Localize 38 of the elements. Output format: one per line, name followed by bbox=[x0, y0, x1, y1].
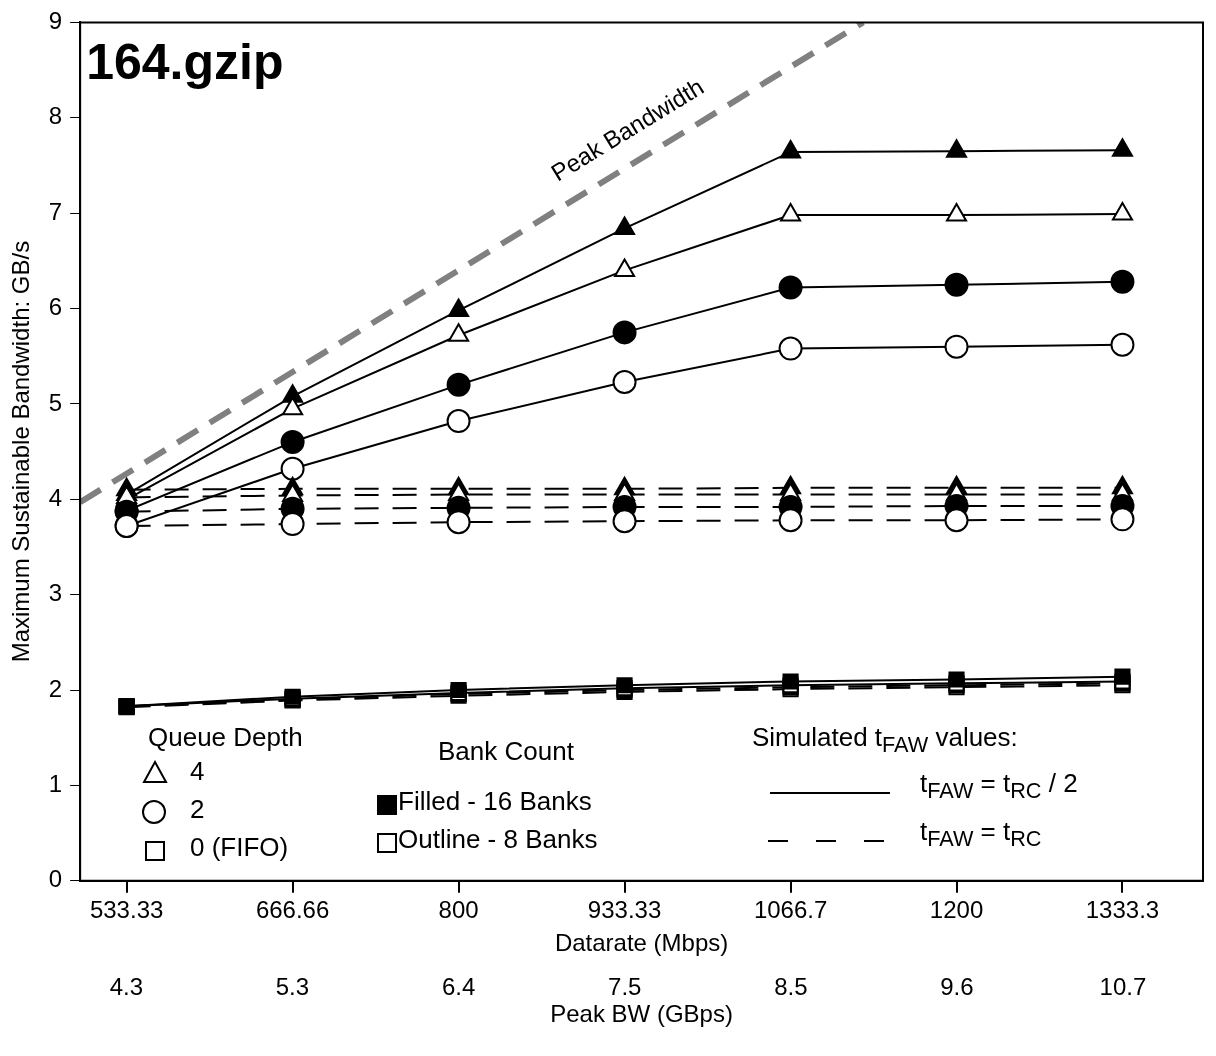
x2-tick-label: 8.5 bbox=[774, 973, 808, 1001]
annotation: Bank Count bbox=[438, 736, 574, 766]
x-tick-label: 1066.7 bbox=[753, 895, 828, 923]
annotation: Outline - 8 Banks bbox=[398, 824, 598, 854]
y-tick-label: 8 bbox=[48, 102, 63, 130]
x2-tick-label: 4.3 bbox=[109, 973, 144, 1001]
x-tick-label: 800 bbox=[438, 895, 479, 923]
x2-tick-label: 6.4 bbox=[441, 973, 476, 1001]
annotation: t$_{FAW}$ = t$_{RC}$ bbox=[920, 816, 1042, 854]
y-tick-label: 1 bbox=[48, 770, 63, 798]
annotation: Filled - 16 Banks bbox=[398, 786, 592, 816]
x-tick-label: 666.66 bbox=[255, 895, 330, 923]
chart-title: 164.gzip bbox=[86, 34, 284, 91]
annotation: Simulated t$_{FAW}$ values: bbox=[752, 722, 1018, 760]
y-tick-label: 5 bbox=[48, 388, 63, 416]
annotation: 2 bbox=[190, 794, 205, 824]
y-tick-label: 3 bbox=[48, 579, 63, 607]
x2-tick-label: 9.6 bbox=[940, 973, 974, 1001]
x2-tick-label: 10.7 bbox=[1099, 973, 1147, 1001]
y-tick-label: 4 bbox=[48, 483, 63, 511]
x-axis-title: Datarate (Mbps) bbox=[554, 928, 729, 956]
x2-tick-label: 5.3 bbox=[275, 973, 310, 1001]
x-tick-label: 1333.3 bbox=[1085, 895, 1160, 923]
x2-tick-label: 7.5 bbox=[608, 973, 642, 1001]
y-tick-label: 0 bbox=[48, 865, 63, 893]
y-tick-label: 6 bbox=[48, 293, 63, 321]
y-tick-label: 2 bbox=[48, 674, 63, 702]
x2-axis-title: Peak BW (GBps) bbox=[550, 1000, 733, 1028]
annotation: t$_{FAW}$ = t$_{RC}$ / 2 bbox=[920, 768, 1078, 806]
annotation: 0 (FIFO) bbox=[190, 832, 289, 862]
y-axis-title: Maximum Sustainable Bandwidth: GB/s bbox=[7, 240, 35, 663]
annotation: Queue Depth bbox=[148, 722, 303, 752]
annotation: 4 bbox=[190, 756, 205, 786]
x-tick-label: 533.33 bbox=[89, 895, 164, 923]
y-tick-label: 7 bbox=[48, 197, 63, 225]
y-tick-label: 9 bbox=[48, 7, 63, 35]
x-tick-label: 1200 bbox=[929, 895, 984, 923]
x-tick-label: 933.33 bbox=[587, 895, 662, 923]
